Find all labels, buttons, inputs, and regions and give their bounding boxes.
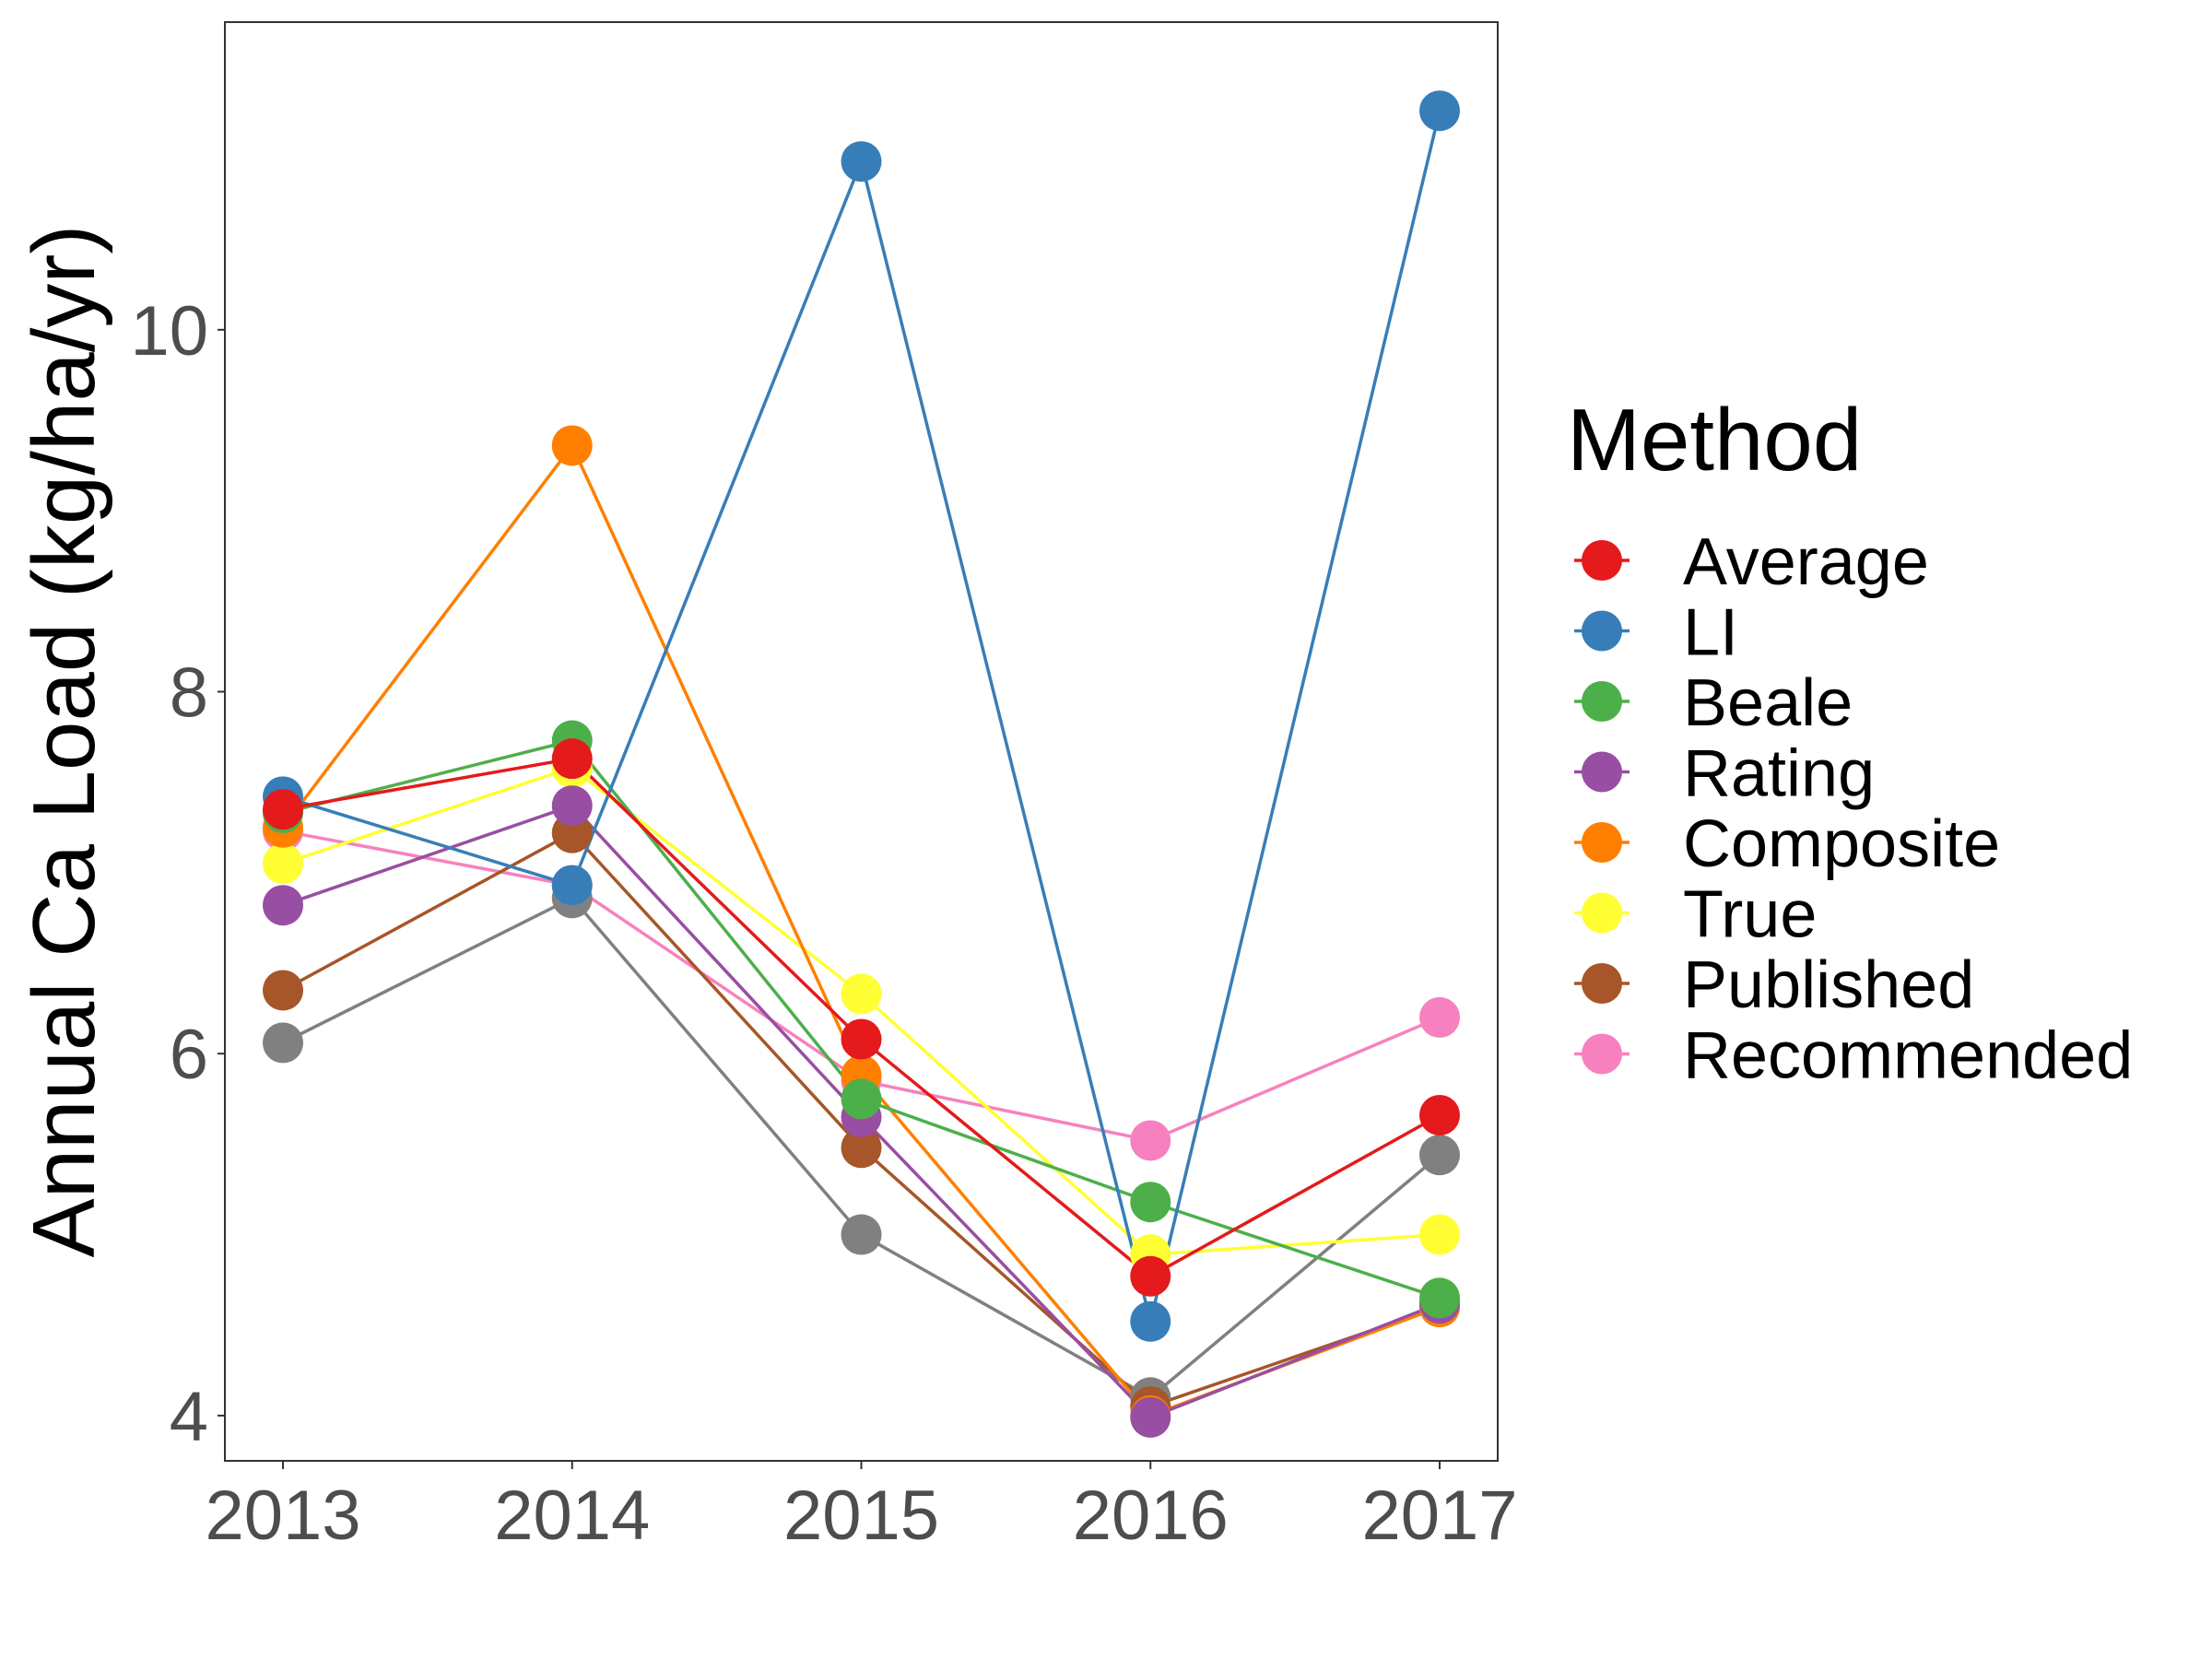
data-point (1130, 1255, 1171, 1297)
data-point (1419, 1094, 1460, 1135)
legend-key-marker (1582, 540, 1622, 581)
y-tick-label: 4 (170, 1378, 208, 1456)
x-tick-label: 2015 (783, 1477, 939, 1555)
data-point (263, 843, 303, 885)
data-point (1419, 1277, 1460, 1319)
data-point (263, 970, 303, 1011)
data-point (841, 1127, 882, 1169)
x-tick-label: 2017 (1361, 1477, 1517, 1555)
y-tick-label: 8 (170, 654, 208, 733)
data-point (263, 1022, 303, 1064)
data-point (1419, 1135, 1460, 1176)
x-tick-label: 2014 (494, 1477, 650, 1555)
legend-key-marker (1582, 751, 1622, 793)
data-point (1130, 1300, 1171, 1342)
legend-label: Published (1683, 948, 1974, 1022)
legend-label: Rating (1683, 737, 1875, 811)
series-points (263, 90, 1460, 1438)
data-point (263, 885, 303, 926)
data-point (551, 865, 593, 906)
data-point (1419, 90, 1460, 132)
legend-label: True (1683, 878, 1817, 952)
x-tick-label: 2013 (205, 1477, 360, 1555)
legend-label: Beale (1683, 666, 1853, 740)
data-point (1130, 1120, 1171, 1161)
legend-key-marker (1582, 963, 1622, 1004)
legend-key-marker (1582, 681, 1622, 722)
data-point (841, 973, 882, 1015)
legend-label: Composite (1683, 807, 2000, 881)
legend-label: Average (1683, 525, 1929, 599)
data-point (551, 785, 593, 827)
legend-key-marker (1582, 610, 1622, 652)
y-tick-label: 10 (130, 292, 208, 371)
data-point (263, 789, 303, 830)
y-axis-title: Annual Ca Load (kg/ha/yr) (15, 225, 113, 1258)
legend-key-marker (1582, 1033, 1622, 1075)
legend: Method AverageLIBealeRatingCompositeTrue… (1567, 391, 2133, 1093)
data-point (551, 425, 593, 466)
data-point (1130, 1182, 1171, 1223)
data-point (841, 1018, 882, 1060)
legend-key-marker (1582, 892, 1622, 934)
legend-key-marker (1582, 822, 1622, 863)
y-tick-label: 6 (170, 1016, 208, 1094)
legend-label: Recommended (1683, 1019, 2133, 1093)
data-point (551, 738, 593, 780)
legend-label: LI (1683, 596, 1738, 670)
data-point (1419, 996, 1460, 1038)
data-point (841, 1078, 882, 1120)
data-point (841, 1214, 882, 1255)
x-axis: 2013 2014 2015 2016 2017 (205, 1461, 1518, 1555)
y-axis: 4 6 8 10 (130, 292, 225, 1456)
legend-title: Method (1567, 391, 1862, 489)
data-point (1130, 1396, 1171, 1438)
data-point (1419, 1214, 1460, 1255)
x-tick-label: 2016 (1073, 1477, 1229, 1555)
data-point (841, 141, 882, 182)
